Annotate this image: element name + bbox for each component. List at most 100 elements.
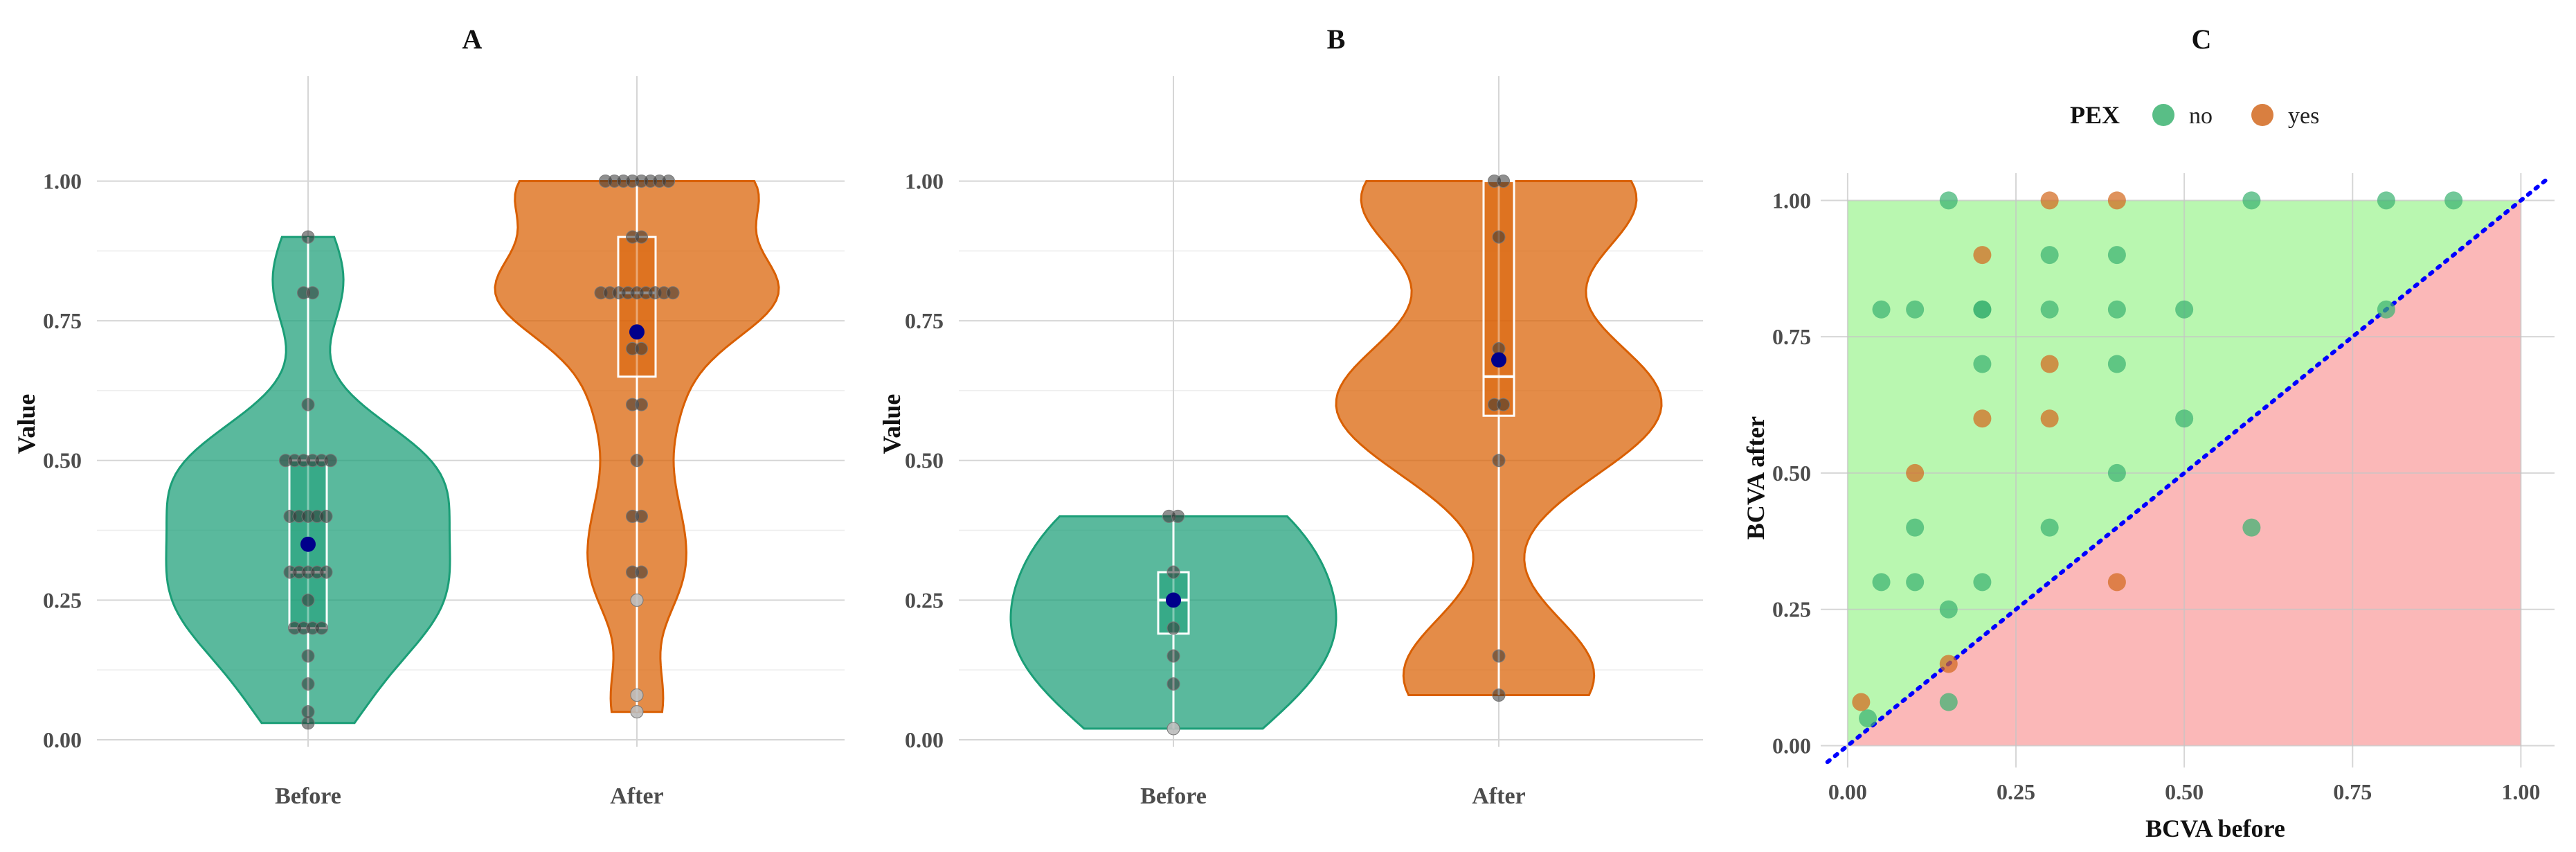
panel-c-ticks: 0.00 0.25 0.50 0.75 1.00 0.00 0.25 0.50 0.75 1.00 <box>1772 188 2540 804</box>
y-tick-label: 0.50 <box>905 448 944 473</box>
scatter-point-no <box>1939 191 1958 210</box>
scatter-point-no <box>2444 191 2463 210</box>
data-point <box>324 454 337 468</box>
y-tick-label: 0.75 <box>43 308 82 333</box>
data-point <box>635 341 648 355</box>
y-tick-label: 1.00 <box>905 168 944 193</box>
data-point <box>1171 509 1185 523</box>
panel-a-points <box>279 174 680 730</box>
scatter-point-yes <box>1852 693 1871 711</box>
panel-a-title: A <box>462 24 483 55</box>
data-point <box>1167 677 1180 691</box>
scatter-point-no <box>1859 709 1877 728</box>
scatter-point-no <box>1872 300 1891 319</box>
data-point <box>319 565 333 579</box>
panel-c-points <box>1852 191 2463 728</box>
scatter-point-no <box>2242 518 2261 537</box>
y-tick-label: 0.50 <box>43 448 82 473</box>
y-tick-label: 0.25 <box>1772 597 1811 622</box>
x-tick-label: 0.75 <box>2333 779 2372 804</box>
scatter-point-yes <box>1939 655 1958 673</box>
mean-point <box>1166 592 1181 608</box>
scatter-point-no <box>2377 300 2395 319</box>
legend-swatch-no <box>2152 104 2174 126</box>
legend-label-yes: yes <box>2288 103 2319 129</box>
scatter-point-yes <box>1973 409 1992 428</box>
scatter-point-no <box>2040 246 2059 265</box>
scatter-point-no <box>1872 573 1891 592</box>
data-point <box>666 286 680 300</box>
scatter-point-no <box>2040 518 2059 537</box>
scatter-point-yes <box>1973 246 1992 265</box>
scatter-point-yes <box>2040 355 2059 373</box>
y-tick-label: 0.75 <box>1772 324 1811 349</box>
x-tick-label: 0.25 <box>1997 779 2035 804</box>
panel-b: 0.00 0.25 0.50 0.75 1.00 Before After B Value <box>878 24 1703 809</box>
boxplot-box <box>617 236 657 378</box>
y-tick-label: 1.00 <box>43 168 82 193</box>
data-point <box>306 286 319 300</box>
panel-a-ticks: 0.00 0.25 0.50 0.75 1.00 Before After <box>43 168 664 809</box>
data-point <box>630 705 644 719</box>
panel-c-title: C <box>2192 24 2212 55</box>
data-point <box>301 677 315 691</box>
scatter-point-no <box>1973 355 1992 373</box>
data-point <box>1167 621 1180 635</box>
mean-point <box>629 324 645 340</box>
panel-c-legend: PEX no yes <box>2070 101 2319 129</box>
panel-c-xlabel: BCVA before <box>2145 815 2285 842</box>
data-point <box>301 705 315 719</box>
scatter-point-no <box>2107 463 2126 482</box>
scatter-point-no <box>2242 191 2261 210</box>
scatter-point-no <box>1973 573 1992 592</box>
scatter-point-no <box>2175 300 2194 319</box>
data-point <box>1497 398 1510 411</box>
scatter-point-no <box>1906 518 1925 537</box>
scatter-point-no <box>2040 300 2059 319</box>
scatter-point-yes <box>2040 191 2059 210</box>
boxplot-box <box>1482 179 1515 417</box>
data-point <box>1492 649 1506 663</box>
mean-point <box>1491 352 1506 368</box>
data-point <box>1492 454 1506 468</box>
scatter-point-no <box>2175 409 2194 428</box>
scatter-point-no <box>2107 355 2126 373</box>
y-tick-label: 0.25 <box>43 587 82 612</box>
x-category-label: Before <box>1140 783 1207 809</box>
scatter-point-no <box>1973 300 1992 319</box>
data-point <box>315 621 328 635</box>
scatter-point-no <box>1906 300 1925 319</box>
panel-b-boxplots <box>1157 179 1515 729</box>
panel-c: 0.00 0.25 0.50 0.75 1.00 0.00 0.25 0.50 0.75 1.00… <box>1742 24 2555 842</box>
scatter-point-no <box>1939 693 1958 711</box>
panel-c-grid <box>1821 173 2555 767</box>
x-category-label: After <box>610 783 663 809</box>
data-point <box>635 509 648 523</box>
mean-point <box>300 536 316 552</box>
legend-swatch-yes <box>2251 104 2273 126</box>
scatter-point-no <box>2107 300 2126 319</box>
panel-a: 0.00 0.25 0.50 0.75 1.00 Before After A Value <box>12 24 845 809</box>
x-tick-label: 0.50 <box>2165 779 2204 804</box>
data-point <box>1167 649 1180 663</box>
data-point <box>1492 688 1506 702</box>
y-tick-label: 1.00 <box>1772 188 1811 213</box>
legend-title: PEX <box>2070 101 2120 129</box>
scatter-point-no <box>1906 573 1925 592</box>
data-point <box>1497 174 1510 188</box>
data-point <box>635 565 648 579</box>
data-point <box>635 230 648 244</box>
scatter-point-no <box>1939 600 1958 619</box>
data-point <box>301 593 315 607</box>
data-point <box>630 593 644 607</box>
data-point <box>630 688 644 702</box>
x-category-label: After <box>1472 783 1525 809</box>
data-point <box>635 398 648 411</box>
data-point <box>301 398 315 411</box>
scatter-point-yes <box>2107 573 2126 592</box>
panel-a-ylabel: Value <box>12 394 40 454</box>
y-tick-label: 0.00 <box>905 727 944 752</box>
data-point <box>1167 722 1180 736</box>
y-tick-label: 0.50 <box>1772 461 1811 486</box>
